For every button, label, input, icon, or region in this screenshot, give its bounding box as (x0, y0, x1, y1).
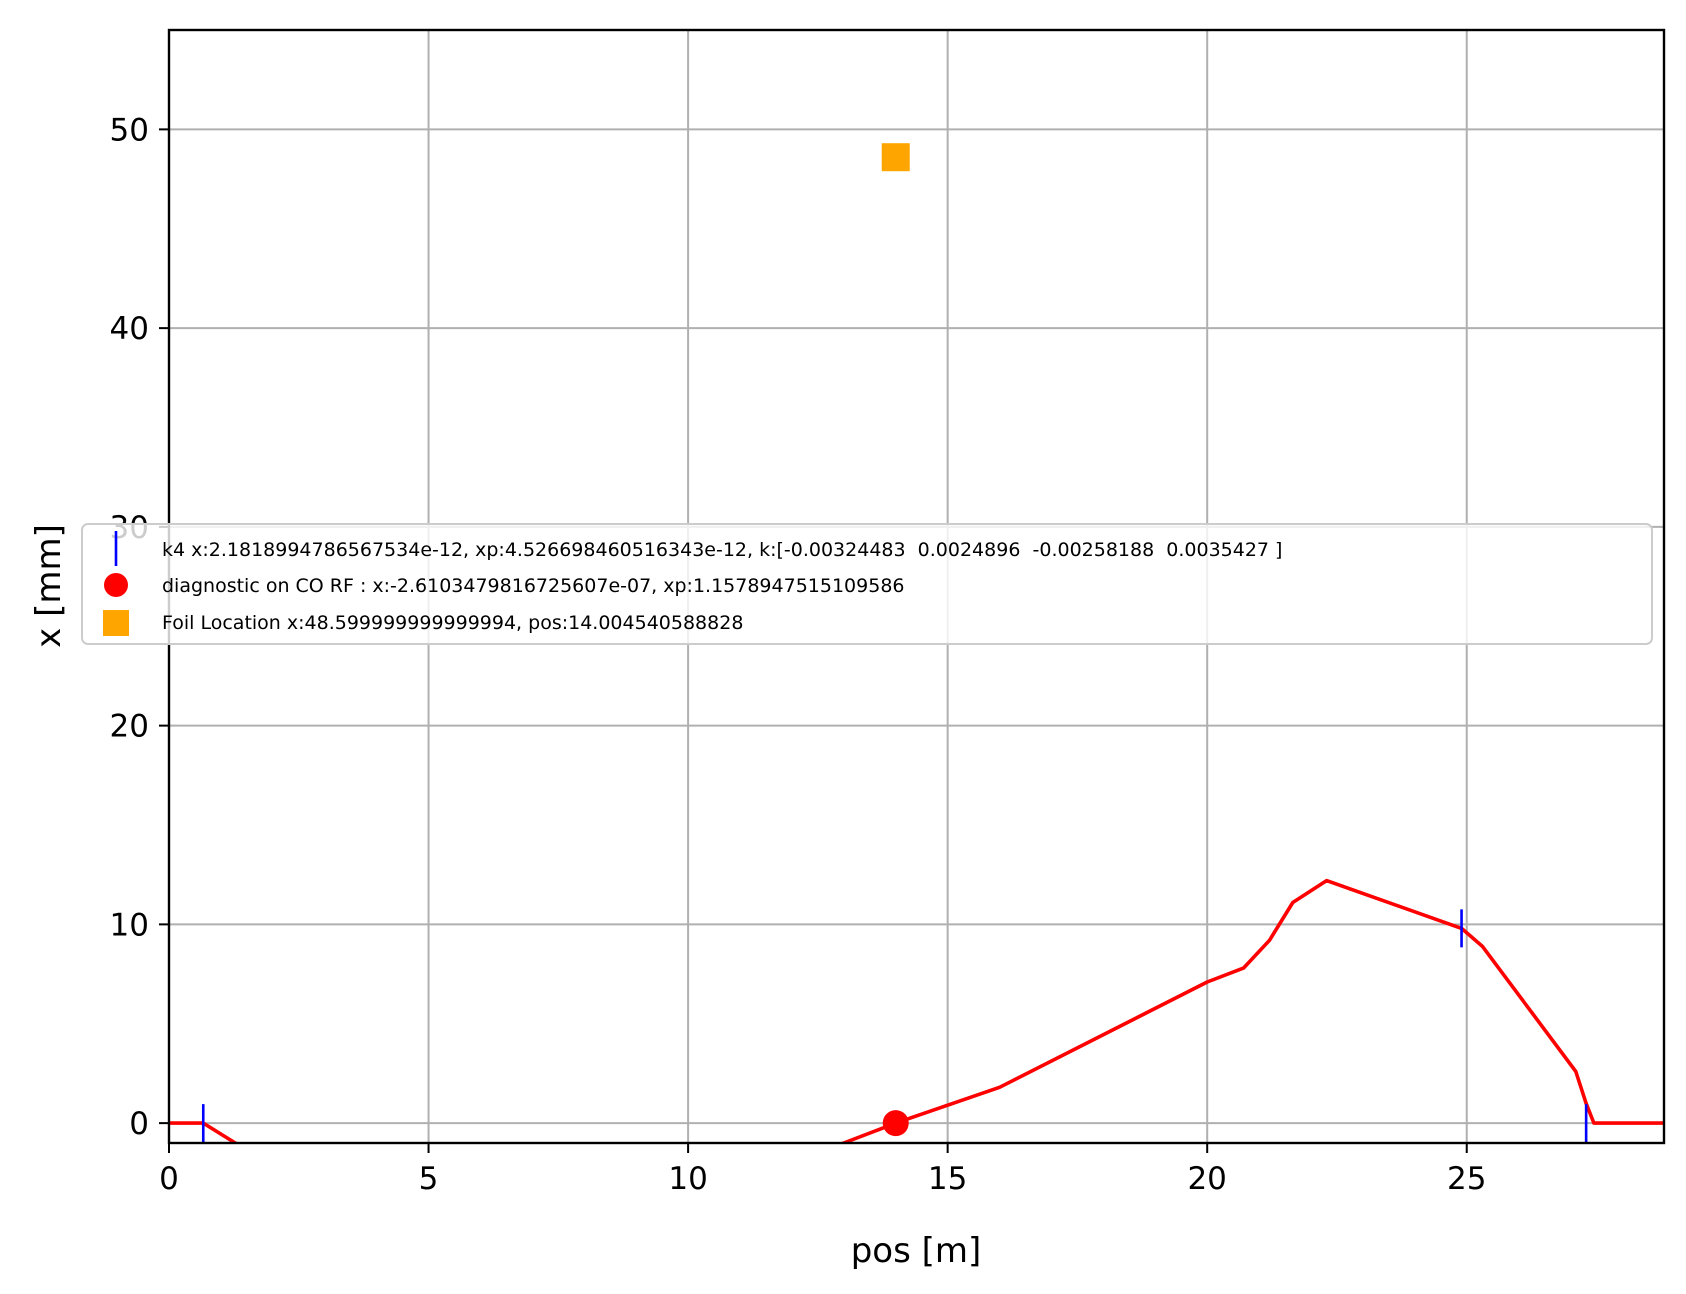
x-tick-label-10: 10 (668, 1161, 707, 1197)
x-tick-label-0: 0 (159, 1161, 179, 1197)
plot-area (169, 143, 1664, 1143)
x-axis-label: pos [m] (851, 1231, 982, 1271)
legend-foil-label: Foil Location x:48.599999999999994, pos:… (162, 612, 743, 634)
legend-k4-label: k4 x:2.1818994786567534e-12, xp:4.526698… (162, 539, 1282, 561)
y-tick-label-0: 0 (129, 1106, 149, 1142)
foil-location-point (881, 143, 910, 172)
y-tick-label-50: 50 (110, 112, 149, 148)
x-tick-label-5: 5 (419, 1161, 439, 1197)
x-axis: 0 5 10 15 20 25 (159, 1143, 1486, 1197)
x-tick-label-25: 25 (1447, 1161, 1486, 1197)
y-axis-label: x [mm] (29, 524, 69, 648)
legend-diagnostic-label: diagnostic on CO RF : x:-2.6103479816725… (162, 575, 905, 597)
legend-foil-marker (103, 610, 129, 636)
y-tick-label-40: 40 (110, 311, 149, 347)
y-tick-label-20: 20 (110, 709, 149, 745)
y-tick-label-10: 10 (110, 907, 149, 943)
legend: k4 x:2.1818994786567534e-12, xp:4.526698… (81, 523, 1653, 645)
trajectory-line (169, 878, 1664, 1143)
diagnostic-point (882, 1110, 909, 1137)
x-tick-label-20: 20 (1187, 1161, 1226, 1197)
legend-diagnostic-marker (104, 573, 128, 597)
legend-box (81, 523, 1653, 645)
x-tick-label-15: 15 (928, 1161, 967, 1197)
